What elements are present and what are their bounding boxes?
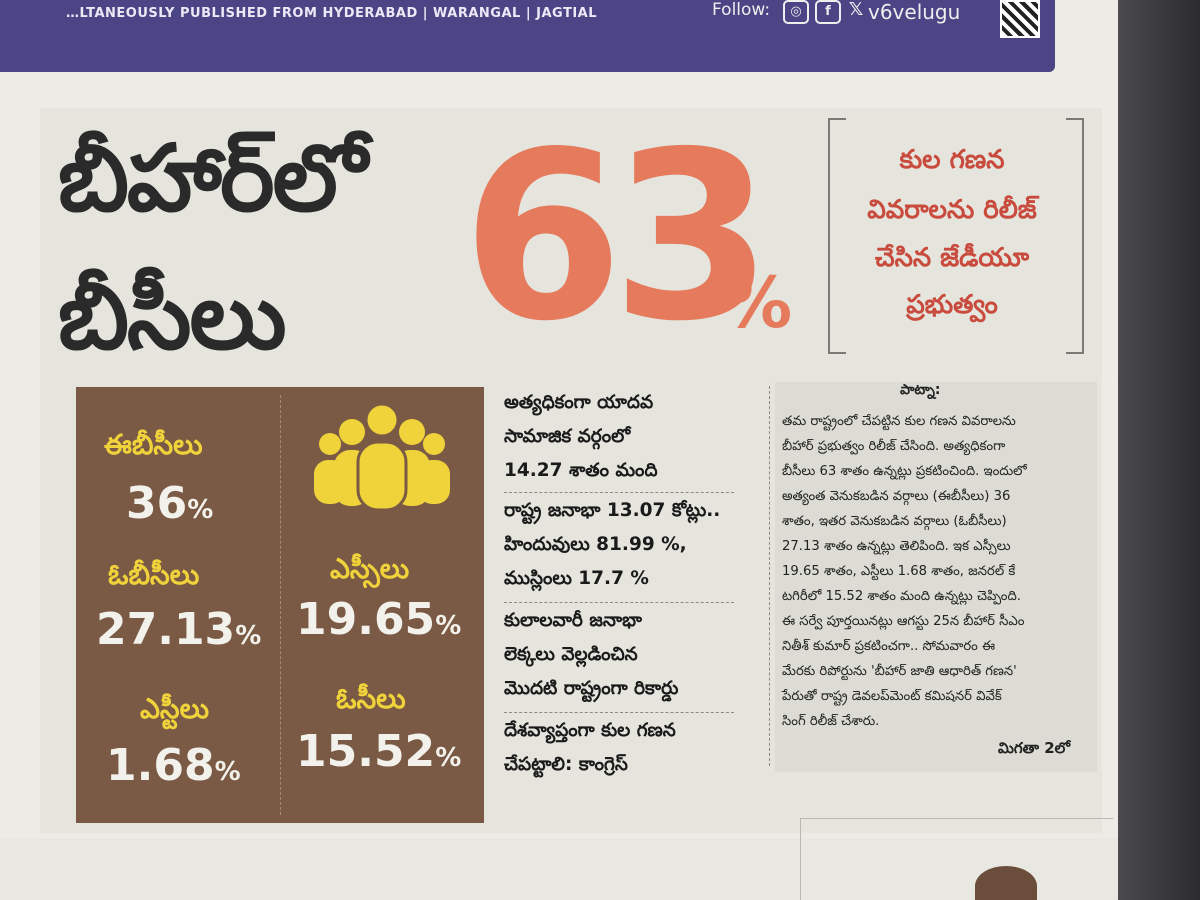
headline-line-2: బీసీలు: [58, 263, 287, 370]
article-line: 27.13 శాతం ఉన్నట్లు తెలిపింది. ఇక ఎస్సీల…: [782, 539, 1011, 554]
highlight-separator: [504, 712, 734, 713]
people-group-icon: [314, 402, 450, 512]
subhead-line: ప్రభుత్వం: [906, 290, 998, 320]
article-line: అత్యంత వెనుకబడిన వర్గాలు (ఈబీసీలు) 36: [782, 489, 1011, 504]
background-surface: [1118, 0, 1200, 900]
article-line: 19.65 శాతం, ఎస్టీలు 1.68 శాతం, జనరల్ కే: [782, 564, 1016, 579]
masthead-bar: …LTANEOUSLY PUBLISHED FROM HYDERABAD | W…: [0, 0, 1055, 72]
highlight-text: రాష్ట్ర జనాభా 13.07 కోట్లు..: [504, 500, 721, 521]
article-dateline: పాట్నా:: [900, 382, 941, 398]
subhead-line: కుల గణన: [899, 145, 1005, 175]
highlight-text: దేశవ్యాప్తంగా కుల గణన: [504, 720, 676, 741]
stat-label-oc: ఓసీలు: [336, 682, 406, 715]
stat-label-obc: ఓబీసీలు: [108, 558, 200, 591]
stat-value-ebc: 36%: [126, 478, 214, 529]
stat-value-st: 1.68%: [106, 740, 241, 791]
highlight-separator: [504, 602, 734, 603]
headline: బీహార్‌లో బీసీలు: [58, 110, 367, 386]
subhead-bracket: [828, 118, 1084, 354]
continued-on-page: మిగతా 2లో: [998, 739, 1071, 757]
stat-value-sc: 19.65%: [296, 594, 462, 645]
article-line: టగిరీలో 15.52 శాతం మంది ఉన్నట్లు చెప్పిం…: [782, 589, 1021, 604]
highlight-text: కులాలవారీ జనాభా: [504, 610, 642, 631]
stat-label-ebc: ఈబీసీలు: [104, 428, 203, 461]
newspaper-page: …LTANEOUSLY PUBLISHED FROM HYDERABAD | W…: [0, 0, 1118, 900]
social-handle: v6velugu: [868, 0, 961, 24]
instagram-icon: ◎: [783, 0, 809, 24]
article-line: తమ రాష్ట్రంలో చేపట్టిన కుల గణన వివరాలను: [782, 414, 1016, 429]
stat-label-sc: ఎస్సీలు: [330, 552, 410, 585]
highlight-text: హిందువులు 81.99 %,: [504, 534, 687, 555]
article-line: బీసీలు 63 శాతం ఉన్నట్లు ప్రకటించింది. ఇం…: [782, 464, 1027, 479]
highlight-text: సామాజిక వర్గంలో: [504, 426, 631, 447]
stats-divider: [280, 395, 281, 815]
article-column: [769, 382, 1097, 772]
next-article-box: [800, 818, 1113, 900]
article-line: నితీశ్ కుమార్ ప్రకటించగా.. సోమవారం ఈ: [782, 639, 996, 654]
highlight-text: అత్యధికంగా యాదవ: [504, 392, 654, 413]
stat-label-st: ఎస్టీలు: [140, 692, 210, 725]
article-line: సింగ్ రిలీజ్ చేశారు.: [782, 714, 880, 729]
highlight-separator: [504, 492, 734, 493]
publication-cities: …LTANEOUSLY PUBLISHED FROM HYDERABAD | W…: [66, 6, 598, 21]
headline-line-1: బీహార్‌లో: [58, 125, 367, 232]
highlight-text: ముస్లింలు 17.7 %: [504, 568, 649, 589]
article-line: శాతం, ఇతర వెనుకబడిన వర్గాలు (ఓబీసీలు): [782, 514, 1007, 529]
facebook-icon: f: [815, 0, 841, 24]
headline-percent-sign: %: [722, 262, 793, 344]
next-article-strip: [0, 838, 1118, 900]
article-line: ఈ సర్వే పూర్తయినట్లు ఆగస్టు 25న బీహార్ స…: [782, 614, 1025, 629]
highlight-text: చేపట్టాలి: కాంగ్రెస్: [504, 754, 628, 775]
highlight-text: మొదటి రాష్ట్రంగా రికార్డు: [504, 678, 679, 699]
stat-value-oc: 15.52%: [296, 726, 462, 777]
stat-value-obc: 27.13%: [96, 604, 262, 655]
article-line: పేరుతో రాష్ట్ర డెవలప్‌మెంట్ కమిషనర్ వివే…: [782, 689, 1002, 704]
article-line: మేరకు రిపోర్టును 'బీహార్ జాతి ఆధారిత్ గణ…: [782, 664, 1017, 679]
subhead-line: వివరాలను రిలీజ్: [867, 195, 1037, 225]
qr-code-icon: [1000, 0, 1040, 38]
next-article-photo: [975, 866, 1037, 900]
follow-label: Follow:: [712, 0, 771, 20]
highlight-text: 14.27 శాతం మంది: [504, 460, 658, 481]
headline-big-number: 63: [462, 102, 773, 372]
highlight-text: లెక్కలు వెల్లడించిన: [504, 644, 638, 665]
x-icon: 𝕏: [848, 0, 864, 20]
article-line: బీహార్ ప్రభుత్వం రిలీజ్ చేసింది. అత్యధిక…: [782, 439, 1006, 454]
subhead-line: చేసిన జేడీయూ: [874, 243, 1030, 273]
